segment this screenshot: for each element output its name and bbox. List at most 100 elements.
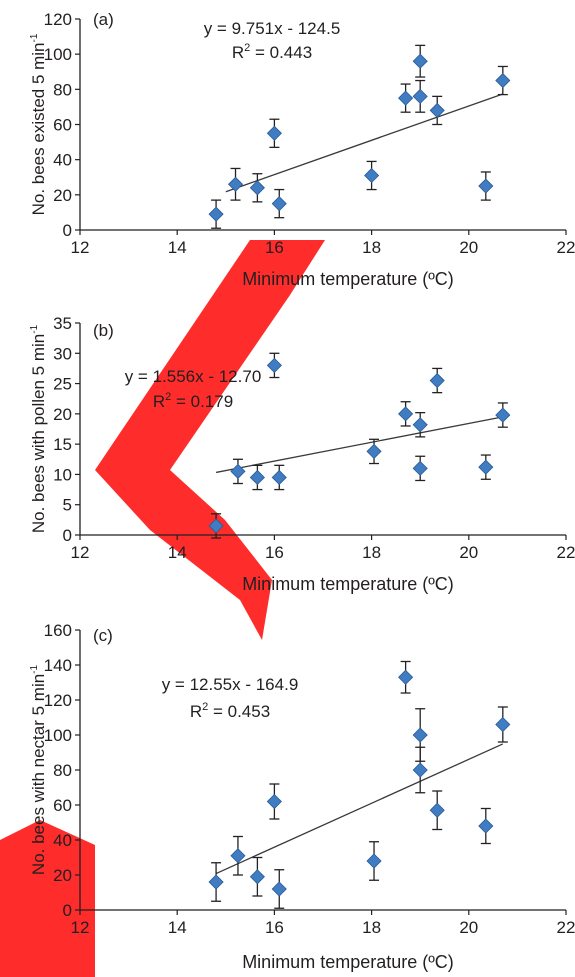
x-tick-label: 12 [71, 238, 90, 257]
x-tick-label: 14 [168, 543, 187, 562]
data-point [271, 188, 287, 219]
diamond-marker [249, 869, 265, 885]
diamond-marker [366, 853, 382, 869]
data-point [398, 401, 414, 427]
diamond-marker [364, 167, 380, 184]
diamond-marker [398, 406, 414, 422]
data-point [495, 706, 511, 743]
diamond-marker [249, 180, 265, 196]
data-point [429, 367, 445, 394]
data-point [230, 458, 246, 485]
x-tick-label: 12 [71, 918, 90, 937]
diamond-marker [412, 460, 428, 476]
y-tick-label: 80 [53, 761, 72, 780]
data-point [266, 783, 282, 820]
diamond-marker [208, 518, 224, 534]
diamond-marker [230, 848, 246, 864]
diamond-marker [412, 53, 428, 69]
data-point [429, 95, 445, 126]
trendline [225, 93, 504, 193]
x-tick-label: 20 [459, 543, 478, 562]
diamond-marker [266, 357, 282, 373]
data-point [249, 464, 265, 491]
x-axis-title: Minimum temperature (ºC) [242, 952, 454, 972]
y-tick-label: 40 [53, 151, 72, 170]
diamond-marker [429, 802, 445, 818]
x-tick-label: 18 [362, 918, 381, 937]
data-point [271, 464, 287, 491]
y-tick-label: 120 [44, 691, 72, 710]
y-tick-label: 25 [53, 375, 72, 394]
x-tick-label: 22 [557, 543, 575, 562]
y-tick-label: 20 [53, 866, 72, 885]
diamond-marker [478, 459, 494, 475]
diamond-marker [227, 176, 244, 192]
y-tick-label: 80 [53, 80, 72, 99]
y-tick-label: 60 [53, 796, 72, 815]
x-axis-title: Minimum temperature (ºC) [242, 574, 454, 594]
y-tick-label: 30 [53, 344, 72, 363]
diamond-marker [208, 206, 224, 222]
x-tick-label: 14 [168, 918, 187, 937]
y-tick-label: 160 [44, 621, 72, 640]
data-point [429, 790, 445, 831]
y-tick-label: 15 [53, 435, 72, 454]
panel-label: (c) [93, 626, 113, 645]
watermark-shape-upper [95, 240, 325, 640]
y-tick-label: 35 [53, 314, 72, 333]
x-tick-label: 12 [71, 543, 90, 562]
x-tick-label: 16 [265, 238, 284, 257]
diamond-marker [266, 125, 282, 141]
y-tick-label: 60 [53, 116, 72, 135]
diamond-marker [398, 90, 414, 106]
trendline [215, 743, 504, 875]
diamond-marker [208, 874, 224, 890]
panel-a: 0 20 40 60 80 100 120 12 14 16 18 20 22 (a) y = 9.751x… [29, 10, 575, 289]
data-point [208, 862, 224, 902]
data-point [366, 438, 382, 465]
panel-b: 0 5 10 15 20 25 30 35 12 14 16 18 20 22 (b) y = 1.556x … [29, 314, 575, 594]
diamond-marker [478, 178, 494, 194]
data-point [266, 352, 282, 379]
data-point [208, 513, 224, 539]
diamond-marker [230, 463, 246, 479]
diamond-marker [398, 669, 414, 685]
data-point [266, 118, 282, 149]
data-point [208, 199, 224, 229]
regression-equation: y = 12.55x - 164.9 [162, 675, 299, 694]
x-tick-label: 14 [168, 238, 187, 257]
x-tick-label: 20 [459, 238, 478, 257]
data-point [398, 660, 414, 694]
y-axis-title: No. bees with pollen 5 min-1 [29, 324, 48, 533]
y-tick-label: 100 [44, 45, 72, 64]
data-point [495, 402, 511, 428]
diamond-marker [495, 716, 511, 733]
data-point [412, 746, 428, 794]
data-point [412, 79, 428, 113]
diamond-marker [495, 72, 511, 89]
regression-equation: y = 1.556x - 12.70 [125, 367, 262, 386]
panel-label: (b) [93, 321, 114, 340]
data-point [398, 83, 414, 113]
x-tick-label: 16 [265, 918, 284, 937]
data-point [249, 856, 265, 897]
data-point [412, 44, 428, 78]
data-point [249, 173, 265, 203]
y-tick-label: 0 [63, 526, 72, 545]
diamond-marker [271, 469, 287, 486]
y-tick-label: 10 [53, 465, 72, 484]
y-axis-title: No. bees existed 5 min-1 [29, 33, 48, 215]
diamond-marker [412, 762, 428, 778]
diamond-marker [366, 443, 382, 459]
x-tick-label: 16 [265, 543, 284, 562]
diamond-marker [249, 469, 265, 486]
diamond-marker [412, 417, 428, 433]
y-tick-label: 100 [44, 726, 72, 745]
trendline [215, 416, 503, 474]
data-point [227, 167, 244, 201]
data-point [230, 835, 246, 876]
diamond-marker [266, 793, 282, 810]
r-squared: R2 = 0.453 [190, 701, 270, 721]
data-point [364, 160, 380, 191]
